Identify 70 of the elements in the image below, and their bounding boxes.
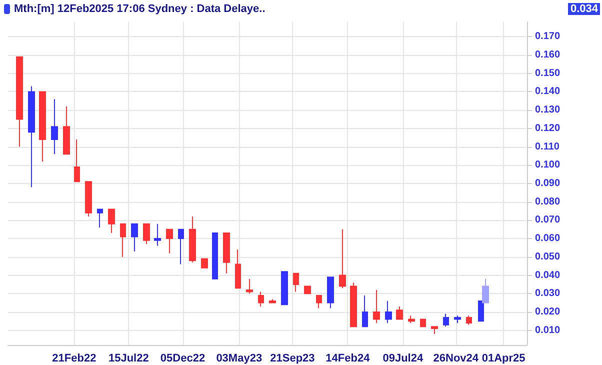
candlestick [201,258,208,268]
candlestick [443,313,449,328]
y-tick-label: 0.050 [535,251,560,262]
candlestick [466,315,472,326]
candlestick [281,271,288,306]
candlestick [28,86,35,188]
candlestick [293,272,299,292]
y-tick-label: 0.010 [535,324,560,336]
x-tick-label: 03May23 [216,352,262,364]
chart-title: Mth:[m] 12Feb2025 17:06 Sydney : Data Delaye.. [14,3,266,15]
candlestick [63,106,70,155]
candlestick [154,223,161,246]
candlestick [373,289,380,324]
candlestick [189,216,196,263]
candlestick [304,286,311,294]
candlestick [362,294,368,328]
x-tick-label: 21Sep23 [270,352,315,364]
y-tick-label: 0.120 [535,122,560,134]
x-tick-label: 05Dec22 [160,352,206,364]
candlestick [97,208,103,228]
y-tick-label: 0.090 [535,178,560,189]
candlestick [258,291,264,307]
candlestick [74,138,80,182]
x-tick-label: 21Feb22 [52,352,96,364]
candlestick [454,315,461,324]
y-tick-label: 0.140 [535,86,560,98]
candlestick [431,326,438,334]
x-tick-label: 14Feb24 [326,352,371,364]
candlestick [396,306,403,320]
candlestick [16,56,23,148]
candlestick [339,228,346,289]
y-tick-label: 0.130 [535,104,560,116]
y-tick-label: 0.030 [535,288,560,300]
candlestick [327,276,334,309]
y-tick-label: 0.020 [535,306,560,318]
candlestick [269,298,276,304]
candlestick [212,232,218,280]
x-tick-label: 15Jul22 [108,352,149,364]
candlestick [246,278,253,294]
x-tick-label: 26Nov24 [433,352,480,364]
candlestick [143,223,150,245]
candlestick [120,223,126,258]
candlestick [51,98,58,155]
y-tick-label: 0.080 [535,196,560,208]
x-tick-label: 01Apr25 [482,352,526,364]
candlestick [39,91,46,162]
y-tick-label: 0.060 [535,233,560,244]
y-tick-label: 0.150 [535,68,560,79]
candlestick [316,294,322,309]
candlestick [108,208,115,234]
y-tick-label: 0.040 [535,270,560,281]
candlestick [85,181,92,218]
candlestick [166,228,173,254]
candlestick [131,223,138,252]
y-tick-label: 0.070 [535,214,560,226]
candlestick [408,315,415,324]
text: 0.034 [568,3,600,15]
candlestick [350,282,357,328]
candlestick [482,278,489,304]
y-tick-label: 0.100 [535,160,560,171]
candlestick [178,228,184,265]
candlestick [478,300,484,322]
y-tick-label: 0.170 [535,31,560,42]
candlestick [235,249,241,289]
candlestick [223,232,230,274]
candlestick [420,318,426,328]
x-tick-label: 09Jul24 [382,352,424,364]
y-tick-label: 0.160 [535,50,560,61]
y-tick-label: 0.110 [535,141,560,152]
candlestick [385,300,392,324]
